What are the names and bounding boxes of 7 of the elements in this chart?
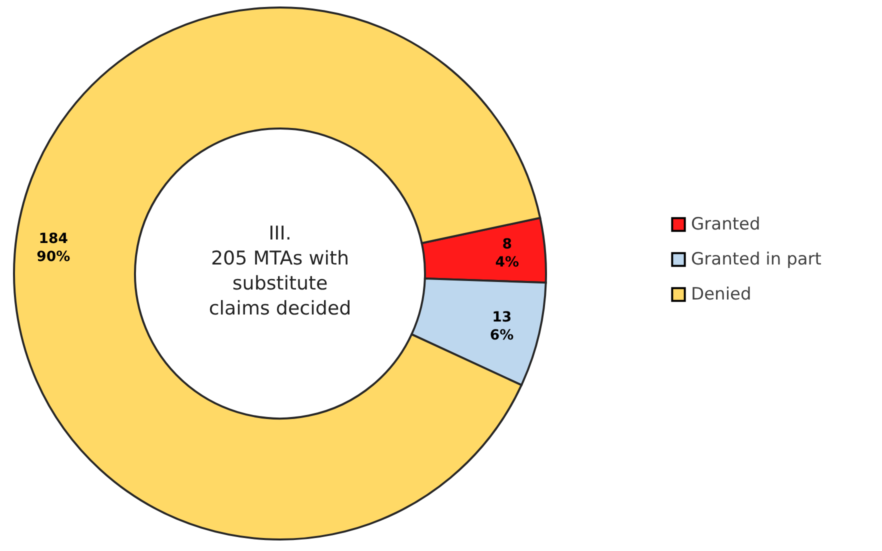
data-label: 184 90% <box>36 231 70 266</box>
data-label: 8 4% <box>495 236 520 270</box>
text: III. 205 MTAs with substitute claims decided <box>208 222 352 320</box>
legend-label: Granted in part <box>691 250 822 270</box>
data-label: 13 6% <box>490 309 514 344</box>
legend-label: Denied <box>691 284 752 304</box>
legend-label: Granted <box>691 214 760 234</box>
